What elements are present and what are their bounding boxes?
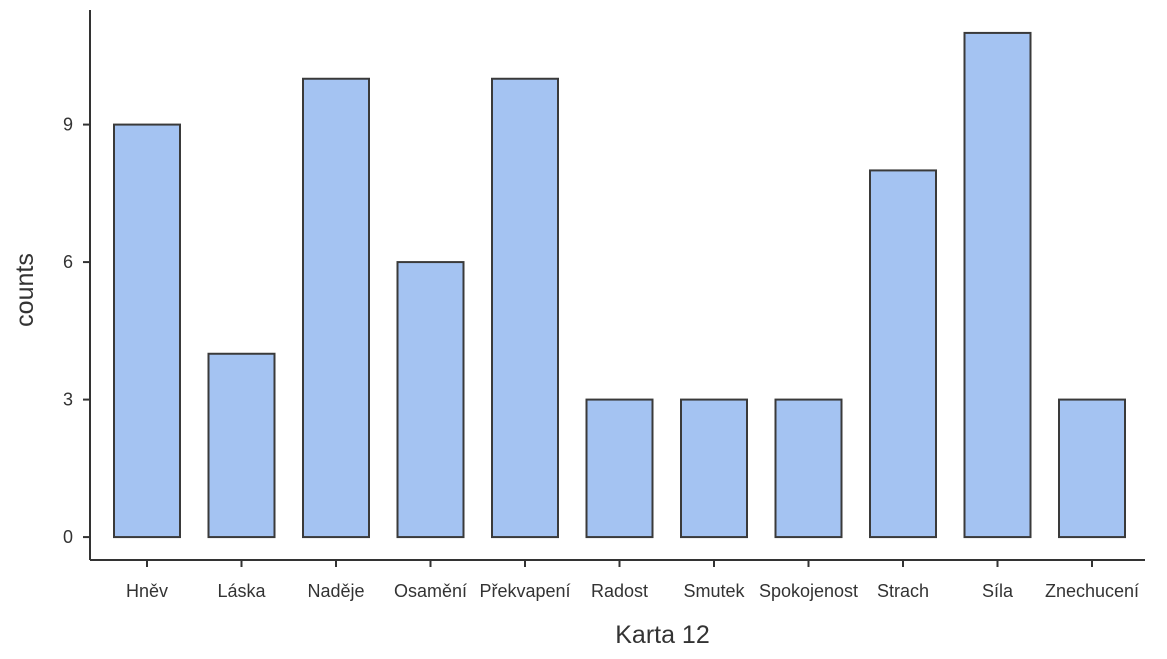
y-tick-label: 9	[63, 115, 73, 135]
bar-10	[1058, 398, 1126, 539]
x-axis-title: Karta 12	[615, 621, 710, 649]
y-tick-label: 6	[63, 252, 73, 272]
y-axis-title: counts	[11, 253, 39, 327]
bar-5	[585, 398, 654, 539]
x-ticks-group: Hněv Láska Naděje Osamění Překvapení Radost Sm…	[126, 560, 1139, 601]
x-tick-label: Strach	[877, 581, 929, 601]
x-tick-label: Naděje	[307, 581, 364, 601]
bar-8	[869, 169, 937, 539]
bar-1	[207, 352, 276, 539]
x-tick-label: Smutek	[683, 581, 745, 601]
x-tick-label: Radost	[591, 581, 648, 601]
bar-3	[396, 261, 465, 539]
bar-0	[113, 123, 181, 539]
x-tick-label: Láska	[217, 581, 266, 601]
y-tick-label: 3	[63, 390, 73, 410]
x-tick-label: Síla	[982, 581, 1014, 601]
x-tick-label: Hněv	[126, 581, 168, 601]
x-tick-label: Spokojenost	[759, 581, 858, 601]
bar-2	[302, 77, 370, 539]
y-ticks-group: 0 3 6 9	[63, 115, 90, 547]
y-tick-label: 0	[63, 527, 73, 547]
x-tick-label: Překvapení	[479, 581, 570, 601]
bar-4	[491, 77, 559, 539]
bar-7	[774, 398, 843, 539]
x-tick-label: Osamění	[394, 581, 467, 601]
bars-group	[113, 31, 1126, 539]
x-tick-label: Znechucení	[1045, 581, 1139, 601]
bar-9	[963, 31, 1032, 539]
bar-6	[680, 398, 748, 539]
